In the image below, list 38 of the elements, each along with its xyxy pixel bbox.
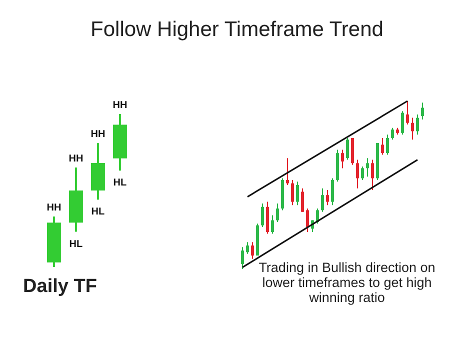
candlestick bbox=[421, 102, 424, 120]
candlestick bbox=[296, 181, 299, 206]
candlestick bbox=[371, 159, 374, 191]
candlestick bbox=[251, 242, 254, 260]
candlestick bbox=[241, 246, 244, 270]
candlestick bbox=[291, 179, 294, 206]
annotation: HL bbox=[113, 178, 127, 189]
candlestick bbox=[406, 100, 409, 126]
candlestick bbox=[321, 188, 324, 212]
candlestick bbox=[411, 117, 414, 140]
candlestick bbox=[326, 190, 329, 206]
candlestick bbox=[286, 158, 289, 186]
candlestick bbox=[346, 137, 349, 160]
candlestick bbox=[276, 202, 279, 222]
annotation: HH bbox=[68, 154, 84, 165]
annotation: HH bbox=[112, 100, 128, 111]
annotation: HH bbox=[46, 202, 62, 214]
candlestick bbox=[261, 202, 264, 228]
candlestick bbox=[401, 110, 404, 136]
candlestick bbox=[341, 149, 344, 169]
x-axis-title: Daily TF bbox=[22, 276, 98, 298]
candlestick bbox=[301, 188, 304, 212]
text: Follow Higher Timeframe Trend bbox=[90, 18, 384, 42]
candlestick bbox=[416, 114, 419, 136]
candlestick bbox=[356, 159, 359, 189]
candlestick bbox=[386, 134, 389, 156]
candlestick bbox=[366, 158, 369, 178]
candlestick bbox=[391, 127, 394, 140]
candlestick bbox=[361, 166, 364, 180]
candlestick bbox=[271, 214, 274, 234]
annotation: HH bbox=[90, 129, 106, 140]
candlestick bbox=[246, 242, 249, 254]
annotation: HL bbox=[91, 206, 105, 218]
candlestick bbox=[306, 208, 309, 233]
x-axis-title: Trading in Bullish direction on lower timeframes to get high winning ratio bbox=[258, 260, 436, 306]
annotation: HL bbox=[69, 238, 83, 250]
candlestick bbox=[381, 137, 384, 156]
candlestick bbox=[331, 178, 334, 206]
